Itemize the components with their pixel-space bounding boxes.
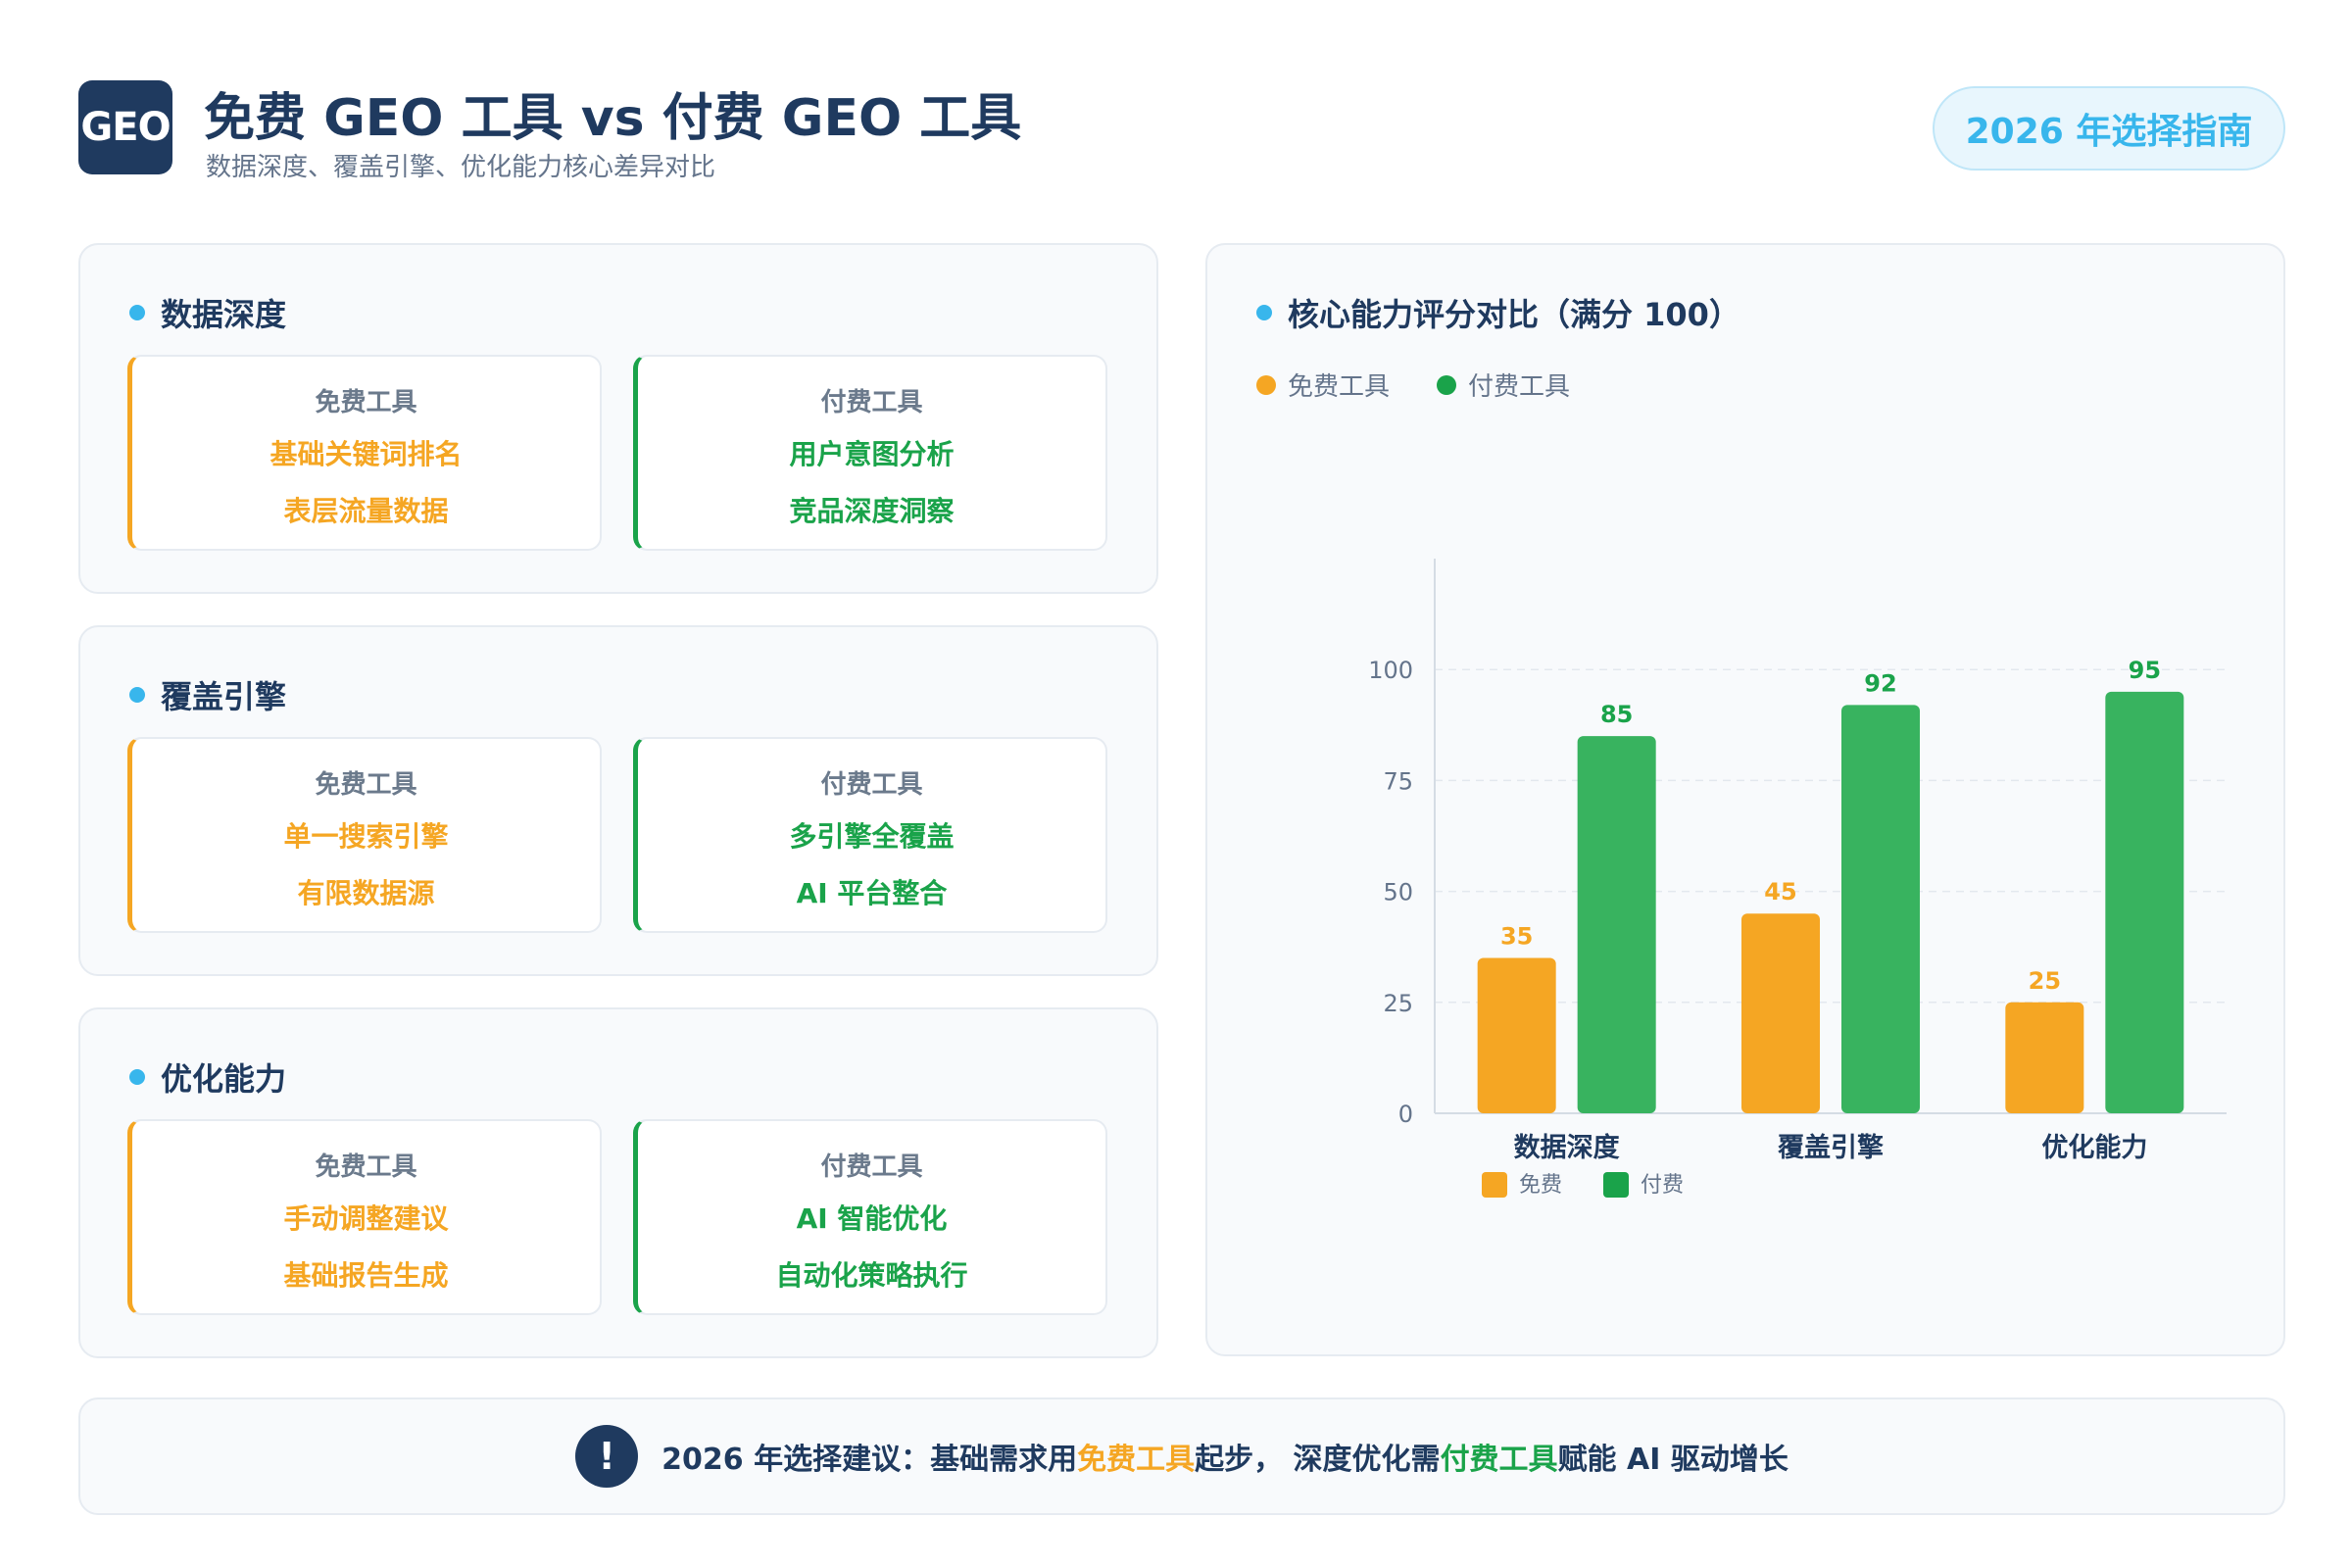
section-title: 优化能力 xyxy=(161,1060,287,1098)
free-tool-card: 免费工具 手动调整建议 基础报告生成 xyxy=(127,1119,602,1315)
banner-suffix: 赋能 AI 驱动增长 xyxy=(1557,1443,1788,1477)
bullet-dot-icon xyxy=(1256,305,1272,320)
banner-paid-word: 付费工具 xyxy=(1440,1443,1558,1477)
bar-paid xyxy=(2105,691,2184,1113)
section-optimization: 优化能力 免费工具 手动调整建议 基础报告生成 付费工具 AI 智能优化 自动化… xyxy=(78,1007,1158,1358)
bullet-dot-icon xyxy=(129,687,145,703)
legend-label: 付费 xyxy=(1641,1173,1684,1198)
card-label: 免费工具 xyxy=(315,388,417,417)
banner-prefix: 2026 年选择建议：基础需求用 xyxy=(662,1443,1078,1477)
bar-free xyxy=(2005,1002,2084,1113)
card-feature: 自动化策略执行 xyxy=(775,1259,968,1292)
x-tick-label: 优化能力 xyxy=(2041,1132,2147,1163)
legend-swatch xyxy=(1482,1172,1507,1198)
y-tick-label: 75 xyxy=(1383,767,1413,795)
y-tick-label: 100 xyxy=(1368,657,1413,684)
card-feature: 用户意图分析 xyxy=(789,438,955,470)
chart-panel: 核心能力评分对比（满分 100） 免费工具 付费工具 0 25 50 75 100 35 8… xyxy=(1205,243,2285,1356)
data-label: 45 xyxy=(1764,878,1796,906)
data-label: 95 xyxy=(2129,657,2161,684)
legend-swatch xyxy=(1603,1172,1629,1198)
page-subtitle: 数据深度、覆盖引擎、优化能力核心差异对比 xyxy=(206,153,716,182)
bar-paid xyxy=(1841,705,1920,1113)
banner-middle: 起步， 深度优化需 xyxy=(1195,1443,1441,1477)
paid-tool-card: 付费工具 用户意图分析 竞品深度洞察 xyxy=(633,355,1107,551)
exclamation-icon: ! xyxy=(575,1425,639,1488)
paid-tool-card: 付费工具 AI 智能优化 自动化策略执行 xyxy=(633,1119,1107,1315)
free-tool-card: 免费工具 单一搜索引擎 有限数据源 xyxy=(127,737,602,933)
section-title: 覆盖引擎 xyxy=(161,678,287,715)
y-tick-label: 25 xyxy=(1383,990,1413,1017)
bullet-dot-icon xyxy=(129,305,145,320)
card-feature: 单一搜索引擎 xyxy=(283,820,449,853)
card-feature: 基础关键词排名 xyxy=(270,438,463,470)
section-data-depth: 数据深度 免费工具 基础关键词排名 表层流量数据 付费工具 用户意图分析 竞品深… xyxy=(78,243,1158,594)
data-label: 85 xyxy=(1600,701,1633,728)
recommendation-banner: ! 2026 年选择建议：基础需求用免费工具起步， 深度优化需付费工具赋能 AI… xyxy=(78,1397,2285,1515)
data-label: 25 xyxy=(2029,967,2061,995)
y-tick-label: 50 xyxy=(1383,879,1413,906)
page-title: 免费 GEO 工具 vs 付费 GEO 工具 xyxy=(204,89,1022,148)
legend-dot-icon xyxy=(1437,374,1457,395)
chart-legend-top: 免费工具 付费工具 xyxy=(1256,367,1617,403)
card-feature: 基础报告生成 xyxy=(283,1259,449,1292)
chart-title: 核心能力评分对比（满分 100） xyxy=(1288,296,1740,333)
data-label: 92 xyxy=(1864,669,1896,697)
card-label: 付费工具 xyxy=(820,388,923,417)
data-label: 35 xyxy=(1500,923,1533,951)
banner-free-word: 免费工具 xyxy=(1077,1443,1196,1477)
bar-free xyxy=(1477,957,1556,1113)
paid-tool-card: 付费工具 多引擎全覆盖 AI 平台整合 xyxy=(633,737,1107,933)
bar-free xyxy=(1741,913,1820,1113)
section-title: 数据深度 xyxy=(161,296,287,333)
card-label: 付费工具 xyxy=(820,770,923,800)
recommendation-text: 2026 年选择建议：基础需求用免费工具起步， 深度优化需付费工具赋能 AI 驱… xyxy=(662,1435,1788,1478)
bar-paid xyxy=(1577,736,1656,1113)
section-engine-coverage: 覆盖引擎 免费工具 单一搜索引擎 有限数据源 付费工具 多引擎全覆盖 AI 平台… xyxy=(78,625,1158,976)
legend-label: 付费工具 xyxy=(1468,372,1571,402)
card-label: 免费工具 xyxy=(315,770,417,800)
card-feature: 手动调整建议 xyxy=(283,1202,449,1235)
y-tick-label: 0 xyxy=(1398,1101,1413,1128)
legend-item-paid: 付费工具 xyxy=(1437,367,1570,403)
card-feature: 多引擎全覆盖 xyxy=(789,820,955,853)
card-feature: 竞品深度洞察 xyxy=(789,495,955,527)
x-tick-label: 数据深度 xyxy=(1514,1132,1620,1163)
legend-label: 免费 xyxy=(1519,1173,1562,1198)
legend-label: 免费工具 xyxy=(1288,372,1391,402)
geo-logo: GEO xyxy=(78,80,172,174)
card-feature: 有限数据源 xyxy=(297,877,435,909)
card-label: 免费工具 xyxy=(315,1152,417,1182)
card-feature: AI 智能优化 xyxy=(796,1202,948,1235)
guide-badge: 2026 年选择指南 xyxy=(1933,86,2285,171)
legend-dot-icon xyxy=(1256,374,1276,395)
x-tick-label: 覆盖引擎 xyxy=(1778,1132,1884,1163)
free-tool-card: 免费工具 基础关键词排名 表层流量数据 xyxy=(127,355,602,551)
card-feature: AI 平台整合 xyxy=(796,877,948,909)
card-feature: 表层流量数据 xyxy=(283,495,449,527)
legend-item-free: 免费工具 xyxy=(1256,367,1390,403)
card-label: 付费工具 xyxy=(820,1152,923,1182)
bullet-dot-icon xyxy=(129,1069,145,1085)
